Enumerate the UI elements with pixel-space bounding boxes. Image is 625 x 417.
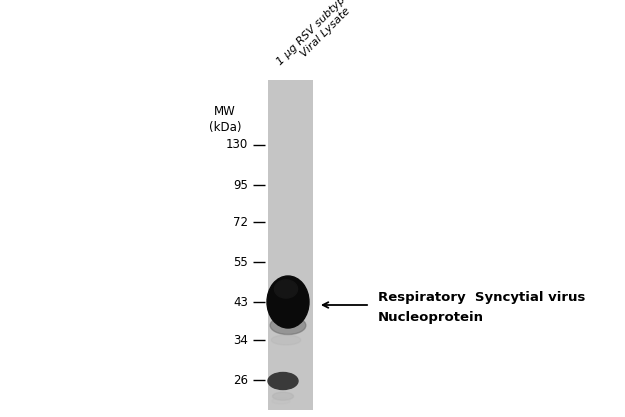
Text: MW
(kDa): MW (kDa) <box>209 105 241 134</box>
Bar <box>268 80 313 410</box>
Text: 1 µg RSV subtype A
Viral Lysate: 1 µg RSV subtype A Viral Lysate <box>275 0 368 75</box>
Ellipse shape <box>267 276 309 328</box>
Ellipse shape <box>270 317 306 334</box>
Text: 95: 95 <box>233 178 248 191</box>
Text: 72: 72 <box>233 216 248 229</box>
Text: 34: 34 <box>233 334 248 347</box>
Text: 43: 43 <box>233 296 248 309</box>
Text: 55: 55 <box>233 256 248 269</box>
Ellipse shape <box>268 372 298 389</box>
Text: Nucleoprotein: Nucleoprotein <box>378 311 484 324</box>
Ellipse shape <box>272 392 294 400</box>
Ellipse shape <box>272 398 290 404</box>
Ellipse shape <box>271 335 301 345</box>
Ellipse shape <box>274 280 298 298</box>
Text: 26: 26 <box>233 374 248 387</box>
Text: 130: 130 <box>226 138 248 151</box>
Text: Respiratory  Syncytial virus: Respiratory Syncytial virus <box>378 291 586 304</box>
